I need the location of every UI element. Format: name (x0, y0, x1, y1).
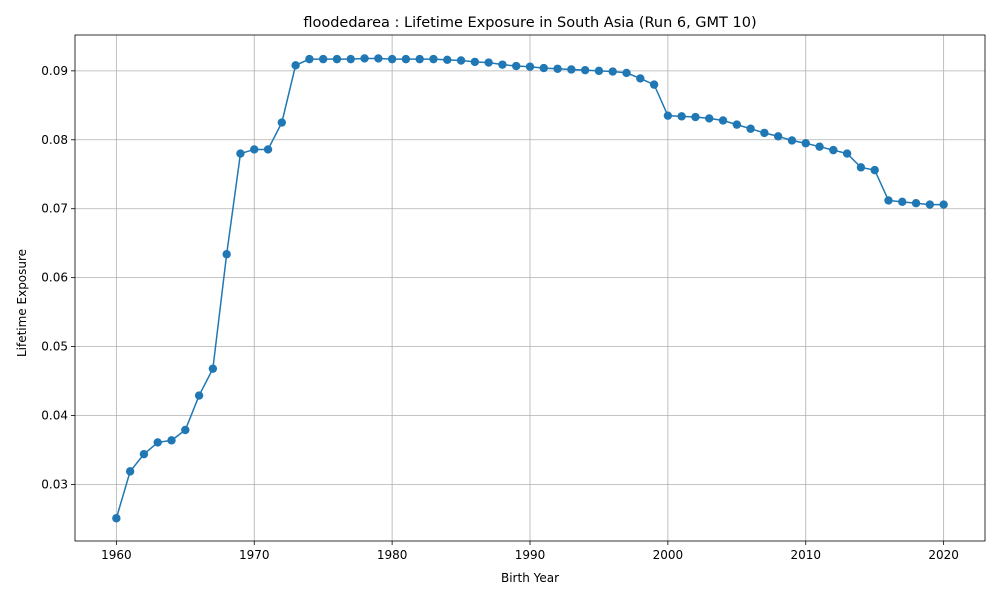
data-point (898, 197, 907, 207)
data-point (222, 250, 231, 259)
data-point (760, 128, 769, 138)
y-axis: 0.03 0.04 0.05 0.06 0.07 0.08 0.09 (41, 64, 75, 491)
y-tick-label: 0.06 (41, 271, 68, 285)
data-point (705, 114, 714, 123)
data-point (401, 54, 411, 64)
x-tick-label: 1990 (515, 548, 546, 562)
data-point (856, 163, 866, 172)
data-point (167, 436, 176, 445)
data-point (112, 514, 121, 523)
data-point (250, 145, 259, 154)
data-point (691, 112, 700, 122)
data-point (842, 149, 852, 158)
data-point (208, 364, 218, 373)
data-point (663, 111, 673, 120)
data-point (829, 145, 838, 155)
y-tick-label: 0.05 (41, 340, 68, 354)
data-point (567, 65, 576, 74)
data-point (525, 62, 535, 71)
x-tick-label: 2020 (928, 548, 959, 562)
data-point (636, 74, 645, 83)
data-point (470, 57, 480, 67)
data-point (870, 165, 879, 175)
data-point (181, 425, 190, 435)
series-points (112, 54, 948, 523)
data-point (746, 124, 755, 133)
data-point (884, 196, 893, 205)
data-point (387, 54, 397, 64)
data-point (346, 54, 355, 64)
data-point (773, 132, 783, 141)
y-tick-label: 0.09 (41, 64, 68, 78)
y-tick-label: 0.04 (41, 409, 68, 423)
data-point (649, 80, 659, 89)
x-tick-label: 1970 (239, 548, 270, 562)
data-point (194, 391, 204, 400)
data-point (139, 449, 149, 459)
x-axis-label: Birth Year (501, 571, 559, 585)
data-point (594, 66, 604, 76)
y-tick-label: 0.03 (41, 477, 68, 491)
data-point (153, 438, 162, 447)
data-point (911, 199, 921, 208)
data-point (580, 65, 590, 75)
x-tick-label: 2000 (653, 548, 684, 562)
data-point (291, 61, 300, 70)
data-point (677, 112, 686, 121)
data-point (718, 116, 728, 125)
grid (75, 35, 985, 541)
data-point (263, 145, 273, 154)
data-point (332, 54, 342, 64)
data-point (125, 467, 135, 476)
data-point (277, 118, 287, 127)
data-point (622, 68, 631, 78)
data-point (512, 61, 521, 71)
data-point (939, 200, 948, 209)
data-point (443, 55, 452, 65)
data-point (801, 139, 810, 148)
data-point (553, 64, 562, 73)
y-axis-label: Lifetime Exposure (15, 249, 29, 357)
data-point (484, 58, 493, 67)
data-point (415, 54, 424, 64)
data-point (456, 56, 466, 65)
data-point (236, 149, 245, 158)
data-point (787, 136, 797, 145)
data-point (360, 54, 369, 63)
data-point (732, 120, 742, 129)
data-point (429, 54, 438, 64)
data-point (498, 60, 507, 69)
data-point (925, 200, 935, 209)
x-tick-label: 1980 (377, 548, 408, 562)
x-tick-label: 2010 (790, 548, 821, 562)
data-point (305, 54, 314, 64)
x-tick-label: 1960 (101, 548, 132, 562)
data-point (608, 67, 617, 76)
data-point (539, 63, 548, 73)
y-tick-label: 0.08 (41, 133, 68, 147)
chart-title: floodedarea : Lifetime Exposure in South… (303, 15, 756, 31)
data-point (318, 54, 328, 64)
x-axis: 1960 1970 1980 1990 2000 2010 2020 (101, 541, 959, 562)
data-point (374, 54, 383, 63)
data-point (815, 142, 824, 151)
y-tick-label: 0.07 (41, 202, 68, 216)
